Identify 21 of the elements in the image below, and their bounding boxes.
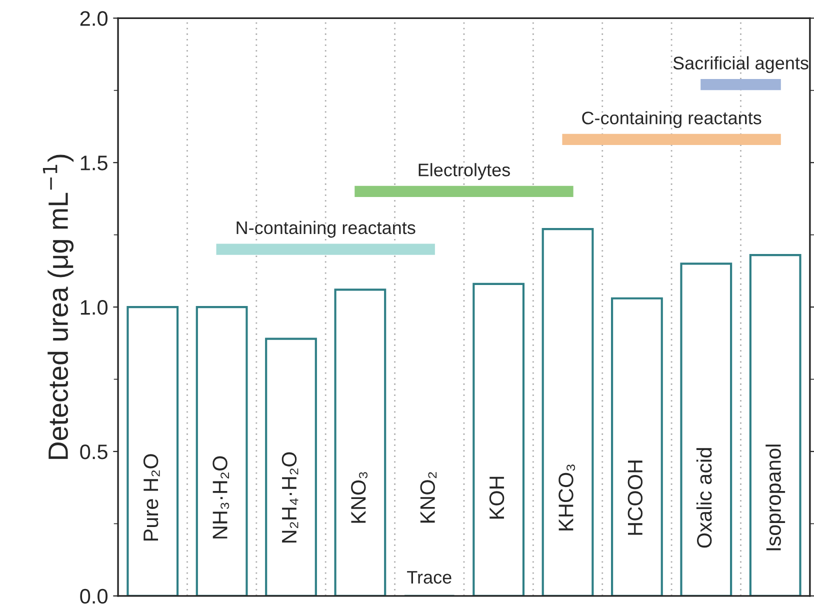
x-tick-label: N₂H₄·H₂O [282,452,298,542]
x-tick-label: NH₃·H₂O [212,456,230,538]
y-tick-label: 0.0 [80,588,108,604]
x-tick-label: Pure H₂O [143,454,160,541]
x-tick-label: KNO₃ [351,472,368,523]
series-label: Sacrificial agents [673,56,808,74]
series-label: Electrolytes [418,163,510,180]
x-tick-label: HCOOH [628,460,643,535]
x-tick-label: KOH [489,476,504,519]
series-label: C-containing reactants [582,111,762,128]
x-tick-label: Isopropanol [766,444,786,550]
y-axis-title: Detected urea (μg mL$^{−1}$) [42,154,74,459]
series-label: N-containing reactants [236,220,416,238]
x-tick-label: KHCO₃ [558,464,576,530]
x-tick-label: Oxalic acid [696,448,712,548]
y-tick-label: 1.0 [80,300,108,315]
annotation: Trace [407,571,452,584]
y-tick-label: 1.5 [80,156,108,170]
x-tick-label: KNO₂ [420,472,437,523]
y-tick-label: 2.0 [80,11,108,26]
y-tick-label: 0.5 [80,444,108,460]
